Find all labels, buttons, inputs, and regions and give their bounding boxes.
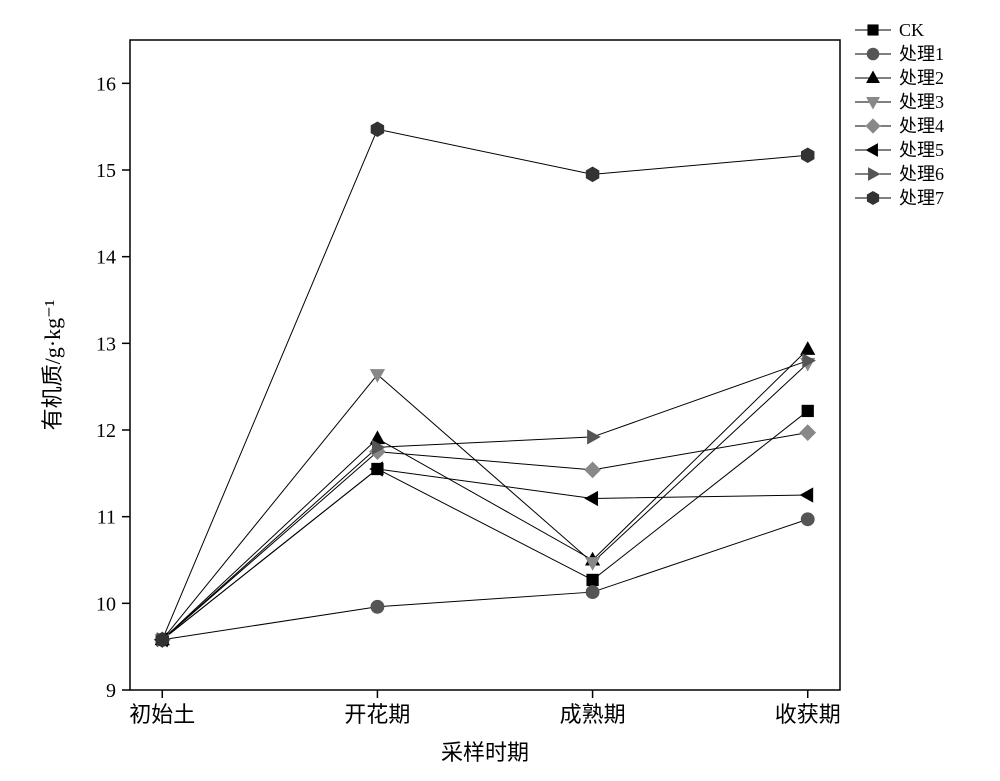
svg-text:处理3: 处理3	[899, 92, 944, 112]
svg-text:12: 12	[96, 420, 116, 442]
chart-container: 9 10 11 12 13 14 15 16 初始土 开花期 成熟期 收获期 有机质/g·kg⁻¹ 采样时…	[0, 0, 1000, 781]
svg-text:16: 16	[96, 73, 116, 95]
svg-text:CK: CK	[899, 20, 924, 40]
svg-text:处理6: 处理6	[899, 164, 944, 184]
svg-text:14: 14	[96, 247, 116, 269]
svg-text:处理2: 处理2	[899, 68, 944, 88]
svg-text:13: 13	[96, 333, 116, 355]
svg-text:10: 10	[96, 593, 116, 615]
svg-text:处理4: 处理4	[899, 116, 944, 136]
svg-text:11: 11	[97, 507, 116, 529]
svg-text:有机质/g·kg⁻¹: 有机质/g·kg⁻¹	[40, 300, 65, 431]
svg-text:成熟期: 成熟期	[560, 702, 626, 727]
svg-text:开花期: 开花期	[344, 702, 410, 727]
svg-text:初始土: 初始土	[129, 702, 195, 727]
svg-text:处理1: 处理1	[899, 44, 944, 64]
svg-text:收获期: 收获期	[775, 702, 841, 727]
svg-text:9: 9	[106, 680, 116, 702]
svg-text:采样时期: 采样时期	[441, 740, 529, 765]
svg-text:处理7: 处理7	[899, 188, 944, 208]
svg-text:15: 15	[96, 160, 116, 182]
svg-text:处理5: 处理5	[899, 140, 944, 160]
chart-svg: 9 10 11 12 13 14 15 16 初始土 开花期 成熟期 收获期 有机质/g·kg⁻¹ 采样时…	[0, 0, 1000, 781]
